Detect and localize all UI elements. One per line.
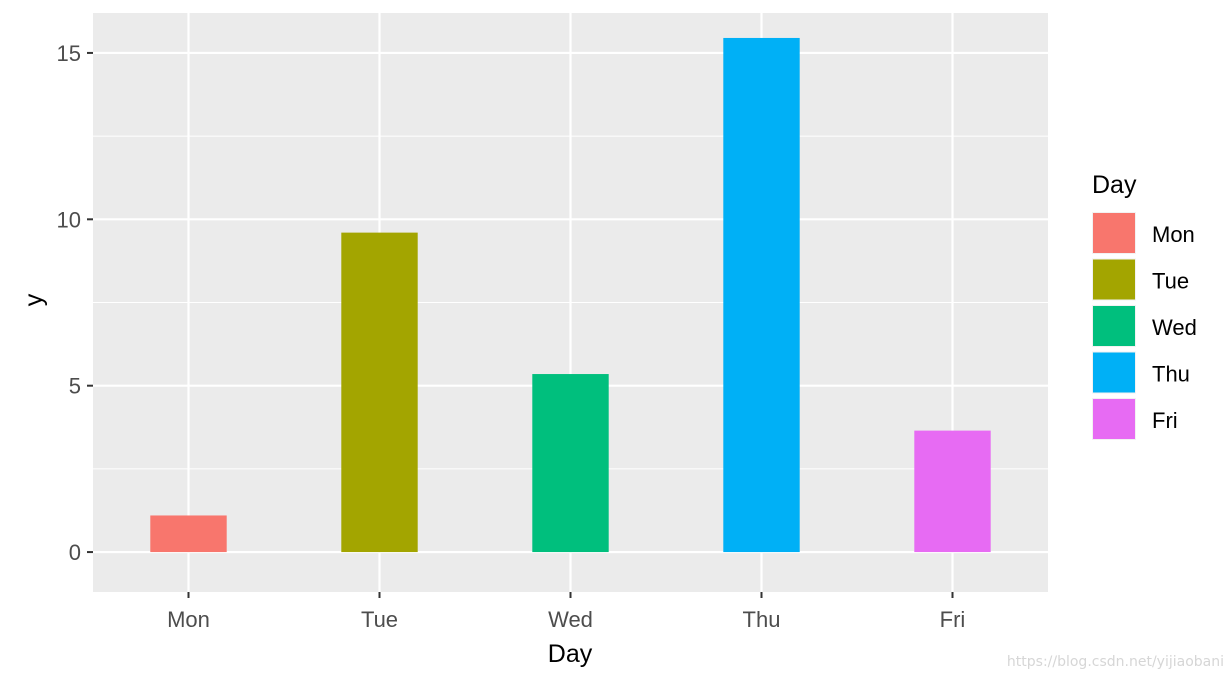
bars — [150, 37, 991, 553]
legend-swatch-fri — [1093, 399, 1135, 439]
x-tick-label: Fri — [940, 607, 966, 632]
x-tick-label: Thu — [743, 607, 781, 632]
x-tick-label: Mon — [167, 607, 210, 632]
x-axis: Mon Tue Wed Thu Fri — [167, 592, 965, 632]
watermark-text: https://blog.csdn.net/yijiaobani — [1006, 654, 1224, 670]
x-tick-label: Wed — [548, 607, 593, 632]
legend-label: Tue — [1152, 269, 1189, 294]
legend: Day Mon Tue Wed Thu Fri — [1092, 171, 1197, 440]
y-axis-title: y — [20, 293, 48, 306]
legend-swatch-mon — [1093, 213, 1135, 253]
legend-swatch-wed — [1093, 306, 1135, 346]
y-tick-label: 10 — [57, 207, 81, 232]
y-axis: 0 5 10 15 — [57, 41, 93, 565]
x-axis-title: Day — [548, 640, 593, 668]
bar-thu — [723, 37, 800, 553]
legend-swatch-tue — [1093, 259, 1135, 300]
legend-label: Wed — [1152, 315, 1197, 340]
x-tick-label: Tue — [361, 607, 398, 632]
bar-wed — [532, 374, 609, 553]
legend-title: Day — [1092, 171, 1137, 199]
legend-label: Mon — [1152, 222, 1195, 247]
legend-label: Fri — [1152, 408, 1178, 433]
bar-mon — [150, 515, 227, 553]
y-tick-label: 5 — [69, 374, 81, 399]
legend-label: Thu — [1152, 362, 1190, 387]
bar-tue — [341, 232, 418, 553]
legend-swatch-thu — [1093, 352, 1135, 393]
y-tick-label: 15 — [57, 41, 81, 66]
y-tick-label: 0 — [69, 540, 81, 565]
bar-fri — [914, 430, 991, 553]
